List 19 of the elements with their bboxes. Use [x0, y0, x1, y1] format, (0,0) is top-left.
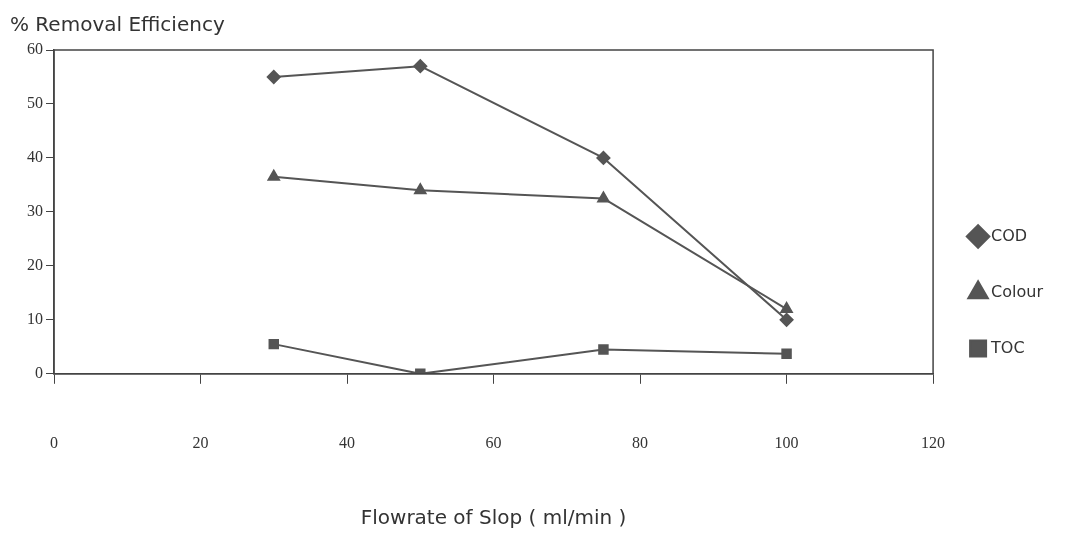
legend-label: COD — [991, 225, 1028, 245]
legend-label: Colour — [991, 281, 1044, 301]
y-tick-label: 40 — [27, 148, 43, 166]
x-tick-label: 0 — [50, 433, 58, 451]
y-tick-label: 0 — [35, 364, 43, 381]
x-tick-label: 100 — [774, 433, 799, 451]
y-tick-label: 60 — [27, 40, 43, 58]
x-tick-label: 60 — [485, 433, 502, 451]
y-axis-title: % Removal Efficiency — [10, 12, 225, 36]
x-axis-title: Flowrate of Slop ( ml/min ) — [360, 505, 627, 530]
x-tick-label: 80 — [632, 433, 649, 451]
x-tick-label: 120 — [921, 433, 946, 451]
legend-label: TOC — [990, 337, 1025, 357]
y-tick-label: 30 — [27, 202, 43, 220]
x-tick-label: 20 — [192, 433, 209, 451]
y-tick-label: 10 — [27, 310, 43, 328]
x-tick-label: 40 — [339, 433, 356, 451]
y-tick-label: 50 — [27, 94, 43, 112]
y-tick-label: 20 — [27, 256, 43, 274]
